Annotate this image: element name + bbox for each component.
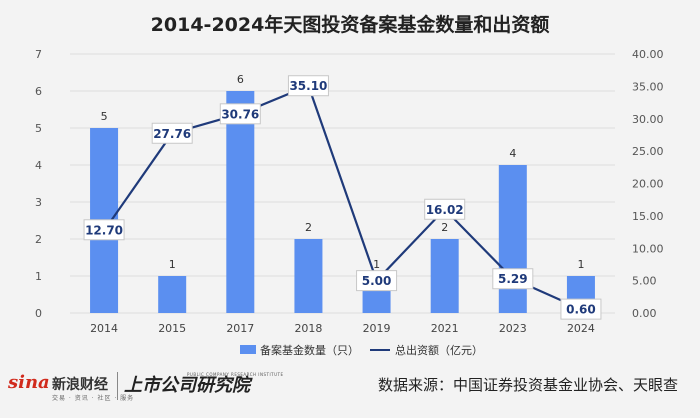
bar-label: 2 [441, 221, 448, 234]
legend-label-line: 总出资额（亿元） [395, 343, 483, 357]
left-axis-tick: 0 [35, 307, 42, 320]
bar [498, 165, 527, 313]
line-label-box [492, 268, 534, 290]
line-label-box [219, 103, 261, 125]
right-axis-tick: 5.00 [632, 275, 657, 288]
left-axis-tick: 4 [35, 159, 42, 172]
left-axis-tick: 7 [35, 48, 42, 61]
x-axis-tick: 2015 [158, 322, 186, 335]
right-axis-tick: 20.00 [632, 178, 664, 191]
right-axis-tick: 40.00 [632, 48, 664, 61]
line-label: 12.70 [85, 223, 123, 237]
brand-name: 新浪财经 [52, 377, 108, 393]
bar [294, 239, 323, 313]
brand-divider [117, 372, 118, 400]
right-axis-tick: 25.00 [632, 145, 664, 158]
x-axis-tick: 2017 [226, 322, 254, 335]
legend-swatch-bar [240, 345, 256, 354]
line-label-box [151, 122, 193, 144]
bar-label: 4 [509, 147, 516, 160]
line-label: 27.76 [153, 127, 191, 141]
x-axis-tick: 2024 [567, 322, 595, 335]
bar [158, 276, 187, 313]
right-axis-tick: 35.00 [632, 80, 664, 93]
chart-title: 2014-2024年天图投资备案基金数量和出资额 [150, 14, 550, 36]
x-axis-tick: 2023 [499, 322, 527, 335]
line-label: 30.76 [221, 107, 259, 121]
left-axis-tick: 1 [35, 270, 42, 283]
bar-label: 5 [101, 110, 108, 123]
line-label-box [287, 75, 329, 97]
line-label-box [356, 270, 398, 292]
left-axis-tick: 2 [35, 233, 42, 246]
line-label: 35.10 [289, 79, 327, 93]
legend-label-bar: 备案基金数量（只） [260, 343, 359, 357]
bar [430, 239, 459, 313]
line-label-box [83, 219, 125, 241]
bar-label: 1 [373, 258, 380, 271]
line-label: 0.60 [566, 303, 596, 317]
institute-logo: 上市公司研究院 [124, 375, 250, 396]
line-label: 16.02 [426, 203, 464, 217]
x-axis-tick: 2014 [90, 322, 118, 335]
x-axis-tick: 2019 [363, 322, 391, 335]
sina-logo: sina [8, 372, 50, 393]
data-source: 数据来源：中国证券投资基金业协会、天眼查 [377, 376, 678, 394]
bar-label: 6 [237, 73, 244, 86]
institute-logo-subtitle: PUBLIC COMPANY RESEARCH INSTITUTE [187, 372, 284, 377]
line-label: 5.00 [362, 274, 392, 288]
x-axis-tick: 2018 [294, 322, 322, 335]
left-axis-tick: 6 [35, 85, 42, 98]
line-label-box [560, 298, 602, 320]
left-axis-tick: 3 [35, 196, 42, 209]
line-label-box [424, 198, 466, 220]
x-axis-tick: 2021 [431, 322, 459, 335]
bar-label: 1 [577, 258, 584, 271]
line-label: 5.29 [498, 272, 528, 286]
bar-label: 1 [169, 258, 176, 271]
right-axis-tick: 15.00 [632, 210, 664, 223]
brand-tagline: 交易 · 资讯 · 社区 · 服务 [52, 395, 135, 402]
bar-label: 2 [305, 221, 312, 234]
bar [226, 91, 255, 313]
right-axis-tick: 30.00 [632, 113, 664, 126]
left-axis-tick: 5 [35, 122, 42, 135]
right-axis-tick: 10.00 [632, 242, 664, 255]
right-axis-tick: 0.00 [632, 307, 657, 320]
